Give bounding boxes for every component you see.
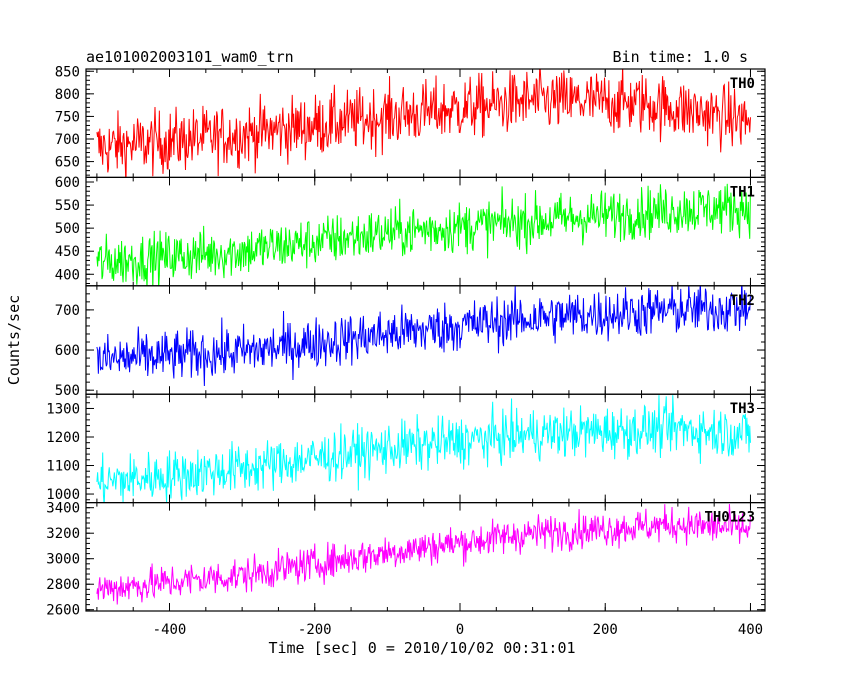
series-line-th0	[96, 69, 751, 178]
y-tick-label: 700	[55, 132, 80, 148]
y-tick-label: 1200	[46, 430, 80, 446]
series-line-th0123	[96, 503, 751, 605]
x-tick-label: 200	[593, 622, 618, 638]
y-tick-label: 3400	[46, 501, 80, 517]
panel-label-th0: TH0	[730, 76, 755, 92]
panel-label-th0123: TH0123	[704, 510, 755, 526]
y-tick-label: 1100	[46, 459, 80, 475]
y-tick-label: 1300	[46, 401, 80, 417]
y-tick-label: 450	[55, 244, 80, 260]
y-tick-label: 400	[55, 267, 80, 283]
y-tick-label: 650	[55, 155, 80, 171]
panels: 650 700 750 800 850 TH0 400 450 500 550 600 TH1 500 6…	[46, 64, 766, 638]
series-line-th3	[96, 395, 751, 503]
bin-time-label: Bin time: 1.0 s	[613, 48, 748, 66]
y-tick-label: 800	[55, 87, 80, 103]
y-tick-label: 500	[55, 221, 80, 237]
y-tick-label: 2600	[46, 603, 80, 619]
panel-label-th2: TH2	[730, 293, 755, 309]
panel-frame-th3	[85, 393, 766, 504]
panel-label-th1: TH1	[730, 184, 755, 200]
y-tick-label: 600	[55, 343, 80, 359]
panel-label-th3: TH3	[730, 401, 755, 417]
y-tick-label: 500	[55, 383, 80, 399]
y-tick-label: 3200	[46, 526, 80, 542]
chart-title: ae101002003101_wam0_trn	[86, 48, 294, 66]
panel-frame-th0123	[85, 502, 766, 612]
y-tick-label: 550	[55, 198, 80, 214]
y-tick-label: 600	[55, 175, 80, 191]
x-tick-label: 400	[738, 622, 763, 638]
y-tick-label: 2800	[46, 577, 80, 593]
x-tick-label: 0	[456, 622, 464, 638]
x-tick-label: -200	[298, 622, 332, 638]
y-tick-label: 1000	[46, 487, 80, 503]
y-tick-label: 3000	[46, 552, 80, 568]
y-axis-label: Counts/sec	[5, 295, 23, 385]
y-tick-label: 700	[55, 303, 80, 319]
x-tick-label: -400	[153, 622, 187, 638]
y-tick-label: 850	[55, 64, 80, 80]
series-line-th2	[96, 285, 751, 386]
y-tick-label: 750	[55, 109, 80, 125]
series-line-th1	[96, 183, 751, 286]
x-axis-label: Time [sec] 0 = 2010/10/02 00:31:01	[268, 639, 575, 657]
